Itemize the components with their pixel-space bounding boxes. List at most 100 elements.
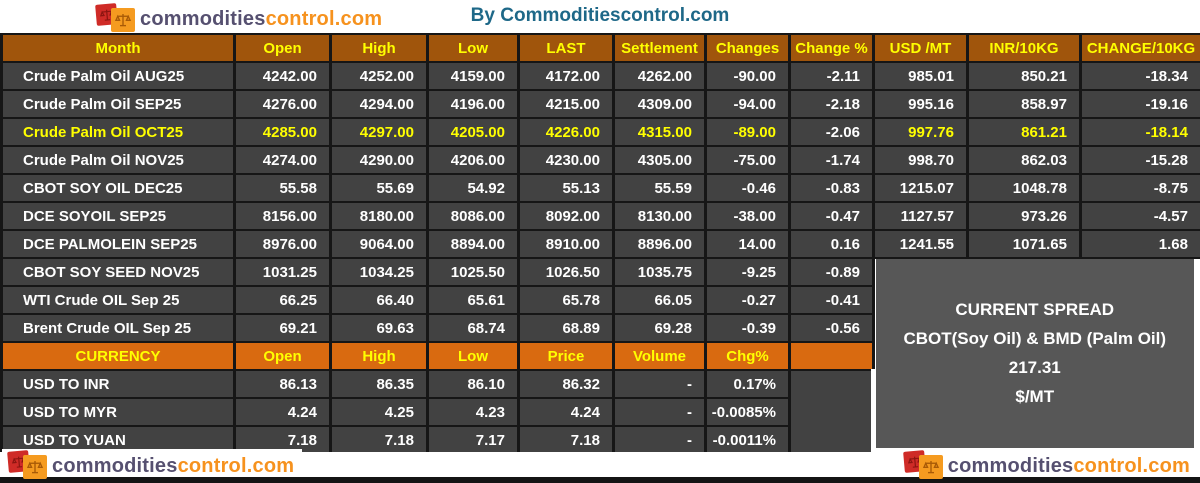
price-cell: 973.26: [966, 201, 1082, 231]
orange-scale-icon: [918, 454, 943, 479]
futures-column-header: LAST: [517, 33, 615, 63]
price-cell: 4294.00: [329, 89, 429, 119]
currency-value-cell: 4.25: [329, 397, 429, 427]
currency-value-cell: 7.18: [329, 425, 429, 455]
price-cell: 69.63: [329, 313, 429, 343]
page-title: By Commoditiescontrol.com: [470, 5, 730, 26]
price-cell: -9.25: [704, 257, 791, 287]
price-cell: 1048.78: [966, 173, 1082, 203]
currency-value-cell: 4.23: [426, 397, 520, 427]
price-cell: 4206.00: [426, 145, 520, 175]
commoditiescontrol-logo-top[interactable]: commodities control.com: [90, 2, 391, 34]
currency-column-header: High: [329, 341, 429, 371]
futures-column-header: Changes: [704, 33, 791, 63]
price-cell: -18.34: [1079, 61, 1200, 91]
instrument-name-cell: Crude Palm Oil AUG25: [0, 61, 236, 91]
price-cell: -0.27: [704, 285, 791, 315]
price-cell: 8130.00: [612, 201, 707, 231]
price-cell: -0.47: [788, 201, 875, 231]
futures-column-header: High: [329, 33, 429, 63]
currency-value-cell: 86.13: [233, 369, 332, 399]
price-cell: -0.39: [704, 313, 791, 343]
currency-value-cell: -: [612, 397, 707, 427]
price-cell: 4274.00: [233, 145, 332, 175]
logo-text-control: control.com: [177, 454, 295, 477]
price-cell: -15.28: [1079, 145, 1200, 175]
logo-text-commodities: commodities: [140, 8, 266, 30]
currency-column-header: Volume: [612, 341, 707, 371]
price-cell: 1034.25: [329, 257, 429, 287]
currency-value-cell: 86.35: [329, 369, 429, 399]
price-cell: 4285.00: [233, 117, 332, 147]
futures-column-header: Month: [0, 33, 236, 63]
price-cell: -89.00: [704, 117, 791, 147]
futures-column-header: INR/10KG: [966, 33, 1082, 63]
price-cell: 1025.50: [426, 257, 520, 287]
price-cell: 66.25: [233, 285, 332, 315]
price-cell: 858.97: [966, 89, 1082, 119]
price-cell: -2.11: [788, 61, 875, 91]
price-cell: -90.00: [704, 61, 791, 91]
currency-value-cell: 0.17%: [704, 369, 791, 399]
price-cell: 4297.00: [329, 117, 429, 147]
currency-column-header: Chg%: [704, 341, 791, 371]
logo-text-control: control.com: [265, 8, 383, 30]
price-cell: 8092.00: [517, 201, 615, 231]
instrument-name-cell: Crude Palm Oil SEP25: [0, 89, 236, 119]
price-cell: 54.92: [426, 173, 520, 203]
spread-title: CURRENT SPREAD: [955, 300, 1115, 319]
price-cell: 8910.00: [517, 229, 615, 259]
commoditiescontrol-logo-bottom-left[interactable]: commodities control.com: [2, 448, 303, 481]
price-cell: -1.74: [788, 145, 875, 175]
price-cell: 4252.00: [329, 61, 429, 91]
currency-value-cell: 86.32: [517, 369, 615, 399]
price-cell: 14.00: [704, 229, 791, 259]
price-cell: 8976.00: [233, 229, 332, 259]
price-cell: 66.40: [329, 285, 429, 315]
price-cell: 69.21: [233, 313, 332, 343]
price-cell: 995.16: [872, 89, 969, 119]
price-cell: 4226.00: [517, 117, 615, 147]
scales-icon: [902, 449, 948, 479]
price-cell: 4242.00: [233, 61, 332, 91]
instrument-name-cell: Crude Palm Oil NOV25: [0, 145, 236, 175]
instrument-name-cell: CBOT SOY OIL DEC25: [0, 173, 236, 203]
price-cell: -0.89: [788, 257, 875, 287]
futures-column-header: CHANGE/10KG: [1079, 33, 1200, 63]
price-cell: 4159.00: [426, 61, 520, 91]
spread-subtitle: CBOT(Soy Oil) & BMD (Palm Oil): [903, 329, 1167, 348]
price-cell: 862.03: [966, 145, 1082, 175]
price-cell: 9064.00: [329, 229, 429, 259]
price-cell: -4.57: [1079, 201, 1200, 231]
currency-value-cell: -0.0011%: [704, 425, 791, 455]
price-cell: -0.41: [788, 285, 875, 315]
price-cell: 4305.00: [612, 145, 707, 175]
price-cell: 66.05: [612, 285, 707, 315]
currency-value-cell: 7.17: [426, 425, 520, 455]
instrument-name-cell: DCE PALMOLEIN SEP25: [0, 229, 236, 259]
blank-cell: [789, 426, 876, 454]
price-cell: 65.61: [426, 285, 520, 315]
price-cell: 8896.00: [612, 229, 707, 259]
currency-pair-cell: USD TO INR: [0, 369, 236, 399]
blank-cell: [789, 398, 876, 426]
price-cell: 4172.00: [517, 61, 615, 91]
price-cell: -0.56: [788, 313, 875, 343]
currency-pair-cell: USD TO MYR: [0, 397, 236, 427]
price-cell: -94.00: [704, 89, 791, 119]
instrument-name-cell: DCE SOYOIL SEP25: [0, 201, 236, 231]
logo-text-control: control.com: [1073, 454, 1190, 477]
instrument-name-cell: Crude Palm Oil OCT25: [0, 117, 236, 147]
scales-icon: [94, 3, 140, 32]
price-cell: -2.18: [788, 89, 875, 119]
price-cell: -75.00: [704, 145, 791, 175]
price-cell: -8.75: [1079, 173, 1200, 203]
price-cell: 4230.00: [517, 145, 615, 175]
price-cell: 4276.00: [233, 89, 332, 119]
price-cell: 4290.00: [329, 145, 429, 175]
commoditiescontrol-logo-bottom-right[interactable]: commodities control.com: [897, 448, 1198, 481]
orange-scale-icon: [23, 454, 47, 479]
spread-value: 217.31: [1008, 358, 1061, 377]
price-cell: -0.83: [788, 173, 875, 203]
